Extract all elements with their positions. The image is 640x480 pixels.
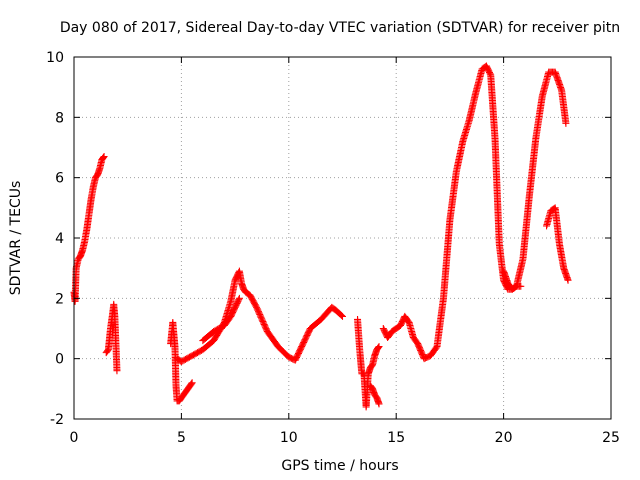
data-point [113,367,121,375]
data-point [562,119,570,127]
data-point [564,276,572,284]
data-point [337,311,345,319]
data-point [339,312,346,320]
data-point [188,379,196,387]
data-point [517,282,525,290]
x-tick-label: 25 [602,430,620,446]
y-tick-label: 6 [55,171,64,187]
y-tick-label: 0 [55,352,64,368]
x-tick-label: 20 [495,430,513,446]
data-point [187,380,195,388]
y-tick-label: -2 [50,412,64,428]
y-tick-label: 2 [55,291,64,307]
y-tick-label: 8 [55,110,64,126]
axis-ticks: 0 5 10 15 20 25 -2 0 2 4 6 8 10 [46,50,620,446]
x-tick-label: 0 [70,430,79,446]
data-point [235,294,243,302]
data-point [99,154,107,162]
data-series [70,62,572,411]
grid [74,57,611,419]
data-point [375,400,383,408]
data-point [100,153,108,161]
data-point [375,343,383,351]
y-axis-title: SDTVAR / TECUs [8,181,24,296]
y-tick-label: 4 [55,231,64,247]
y-tick-label: 10 [46,50,64,66]
x-axis-title: GPS time / hours [281,458,398,474]
data-point [235,296,243,304]
x-tick-label: 10 [280,430,298,446]
chart-title: Day 080 of 2017, Sidereal Day-to-day VTE… [60,20,620,36]
x-tick-label: 5 [177,430,186,446]
data-point [374,344,382,352]
x-tick-label: 15 [387,430,405,446]
